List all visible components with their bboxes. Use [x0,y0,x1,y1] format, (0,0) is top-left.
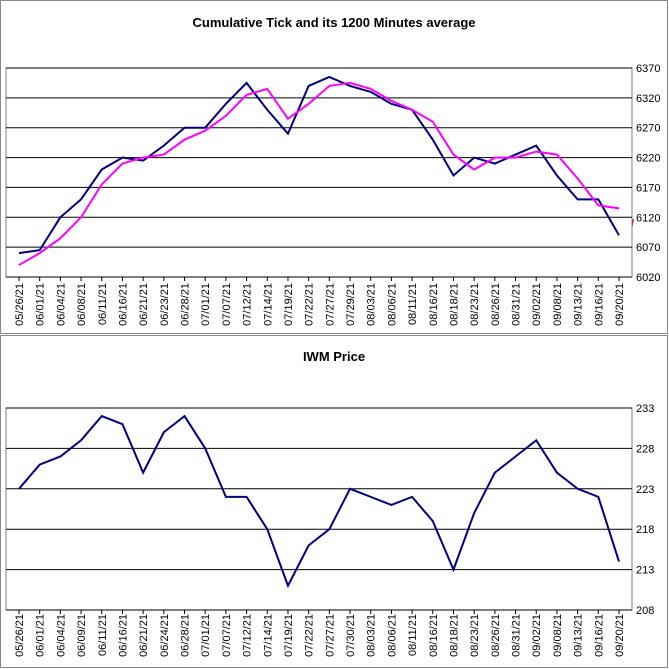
x-tick-label: 06/16/21 [117,614,129,657]
y-tick-label: 208 [636,605,654,617]
y-tick-label: 218 [636,524,654,536]
x-tick-label: 07/12/21 [242,283,254,326]
x-tick-label: 08/06/21 [386,614,398,657]
y-tick-label: 213 [636,565,654,577]
x-tick-label: 08/23/21 [469,614,481,657]
x-tick-label: 07/29/21 [345,283,357,326]
x-tick-label: 08/03/21 [366,614,378,657]
x-tick-label: 06/16/21 [117,283,129,326]
x-tick-label: 09/16/21 [593,614,605,657]
y-tick-label: 228 [636,443,654,455]
y-tick-label: 6120 [636,212,660,224]
y-tick-label: 6320 [636,93,660,105]
x-tick-label: 08/03/21 [366,283,378,326]
chart-title: IWM Price [303,349,365,364]
series-line [18,75,620,255]
x-tick-label: 08/23/21 [469,283,481,326]
y-tick-label: 6020 [636,272,660,284]
x-tick-label: 06/04/21 [55,283,67,326]
x-tick-label: 08/11/21 [407,614,419,656]
x-tick-label: 07/27/21 [324,283,336,326]
x-tick-label: 06/11/21 [97,614,109,656]
x-tick-label: 06/09/21 [76,614,88,657]
x-tick-label: 06/23/21 [159,283,171,326]
x-tick-label: 09/20/21 [614,283,626,326]
x-tick-label: 08/31/21 [511,283,523,326]
x-tick-label: 06/28/21 [180,283,192,326]
x-tick-label: 09/08/21 [552,283,564,326]
y-tick-label: 6170 [636,182,660,194]
x-tick-label: 08/31/21 [511,614,523,657]
x-tick-label: 09/02/21 [531,614,543,657]
x-tick-label: 08/18/21 [448,614,460,657]
x-tick-label: 07/01/21 [200,283,212,326]
y-tick-label: 6270 [636,123,660,135]
series-line [18,414,620,589]
x-tick-label: 08/11/21 [407,283,419,325]
x-tick-label: 05/26/21 [14,283,26,326]
x-tick-label: 06/28/21 [180,614,192,657]
x-tick-label: 07/19/21 [283,614,295,657]
x-tick-label: 07/30/21 [345,614,357,657]
x-tick-label: 07/07/21 [221,614,233,657]
chart-title: Cumulative Tick and its 1200 Minutes ave… [193,15,476,30]
plot-area [5,67,633,278]
x-tick-label: 06/04/21 [55,614,67,657]
x-tick-label: 09/13/21 [573,614,585,657]
x-tick-label: 07/27/21 [324,614,336,657]
x-tick-label: 07/14/21 [262,283,274,326]
x-tick-label: 06/01/21 [35,614,47,657]
x-tick-label: 07/22/21 [304,614,316,657]
x-tick-label: 06/21/21 [138,614,150,657]
x-tick-label: 08/26/21 [490,614,502,657]
y-tick-label: 6070 [636,242,660,254]
x-tick-label: 06/11/21 [97,283,109,325]
x-tick-label: 07/14/21 [262,614,274,657]
x-tick-label: 09/02/21 [531,283,543,326]
x-tick-label: 07/22/21 [304,283,316,326]
series-line [18,81,620,266]
x-tick-label: 07/01/21 [200,614,212,657]
x-tick-label: 09/16/21 [593,283,605,326]
plot-area [5,407,633,611]
x-tick-label: 07/19/21 [283,283,295,326]
x-tick-label: 09/13/21 [573,283,585,326]
x-tick-label: 08/26/21 [490,283,502,326]
x-tick-label: 06/08/21 [76,283,88,326]
x-tick-label: 07/12/21 [242,614,254,657]
y-tick-label: 233 [636,403,654,415]
x-tick-label: 09/08/21 [552,614,564,657]
x-tick-label: 09/20/21 [614,614,626,657]
x-tick-label: 06/24/21 [159,614,171,657]
x-tick-label: 08/06/21 [386,283,398,326]
x-tick-label: 06/21/21 [138,283,150,326]
x-tick-label: 06/01/21 [35,283,47,326]
x-tick-label: 08/16/21 [428,614,440,657]
y-tick-label: 6220 [636,153,660,165]
x-tick-label: 05/26/21 [14,614,26,657]
x-tick-label: 08/18/21 [448,283,460,326]
x-tick-label: 08/16/21 [428,283,440,326]
y-tick-label: 223 [636,484,654,496]
x-tick-label: 07/07/21 [221,283,233,326]
y-tick-label: 6370 [636,63,660,75]
